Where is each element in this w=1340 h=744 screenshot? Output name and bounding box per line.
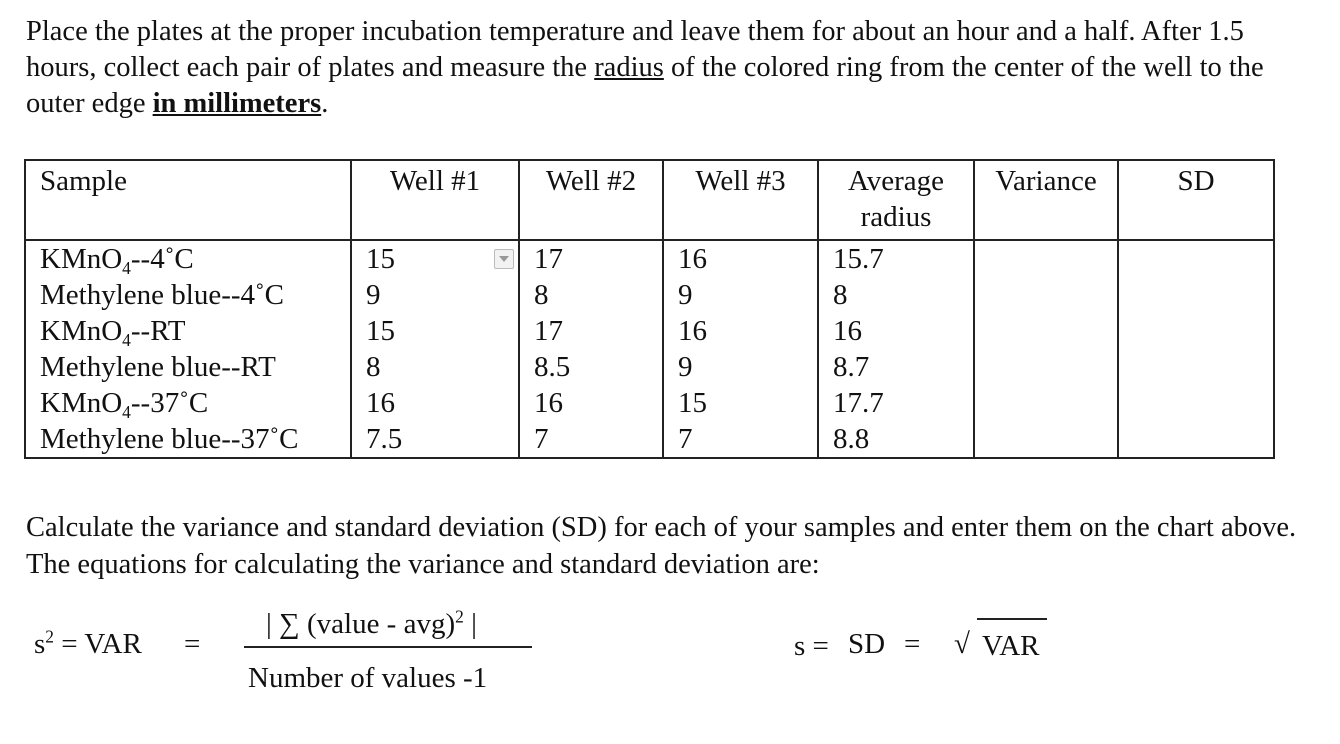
radius-table: Sample Well #1 Well #2 Well #3 Average ra… (24, 159, 1275, 459)
sample-name-cell: KMnO4--RT (24, 313, 352, 349)
avg-cell: 8.8 (817, 421, 975, 459)
avg-cell: 17.7 (817, 385, 975, 421)
header-well2: Well #2 (518, 159, 664, 241)
table-row: KMnO4--37˚C 16 16 15 17.7 (24, 385, 1275, 421)
variance-cell[interactable] (973, 421, 1119, 459)
instructions-paragraph: Calculate the variance and standard devi… (26, 512, 1297, 580)
sd-cell[interactable] (1117, 385, 1275, 421)
avg-cell: 8 (817, 277, 975, 313)
table-row: KMnO4--RT 15 17 16 16 (24, 313, 1275, 349)
sample-name-cell: Methylene blue--4˚C (24, 277, 352, 313)
sd-cell[interactable] (1117, 277, 1275, 313)
header-variance: Variance (973, 159, 1119, 241)
w3-cell: 7 (662, 421, 819, 459)
w2-cell: 7 (518, 421, 664, 459)
w1-cell: 9 (350, 277, 520, 313)
w3-cell: 15 (662, 385, 819, 421)
radius-word: radius (594, 52, 664, 83)
w3-cell: 16 (662, 313, 819, 349)
w1-cell: 15 (350, 313, 520, 349)
header-sd: SD (1117, 159, 1275, 241)
variance-numerator: | ∑ (value - avg)2 | (266, 606, 477, 640)
w3-cell: 9 (662, 349, 819, 385)
w1-cell: 16 (350, 385, 520, 421)
sample-name-cell: KMnO4--4˚C (24, 239, 352, 277)
header-sample: Sample (24, 159, 352, 241)
w2-cell: 16 (518, 385, 664, 421)
avg-cell: 15.7 (817, 239, 975, 277)
avg-cell: 8.7 (817, 349, 975, 385)
w1-cell: 7.5 (350, 421, 520, 459)
sd-label: SD (848, 628, 886, 660)
intro-text-1: Place the plates at the proper incubatio… (26, 16, 1244, 83)
header-well3: Well #3 (662, 159, 819, 241)
variance-equals: = (184, 628, 201, 660)
variance-cell[interactable] (973, 277, 1119, 313)
table-row: Methylene blue--4˚C 9 8 9 8 (24, 277, 1275, 313)
w2-cell: 8.5 (518, 349, 664, 385)
dropdown-arrow-icon[interactable] (494, 249, 514, 269)
w1-cell: 8 (350, 349, 520, 385)
header-row: Sample Well #1 Well #2 Well #3 Average ra… (24, 159, 1275, 241)
sd-cell[interactable] (1117, 313, 1275, 349)
header-average-radius: Average radius (817, 159, 975, 241)
units-emphasis: in millimeters (152, 88, 322, 119)
sd-cell[interactable] (1117, 239, 1275, 277)
variance-cell[interactable] (973, 349, 1119, 385)
fraction-bar (244, 646, 532, 648)
sd-equals: = (904, 628, 921, 660)
sd-radicand: VAR (982, 630, 1040, 662)
variance-cell[interactable] (973, 313, 1119, 349)
w2-cell: 17 (518, 313, 664, 349)
table-row: Methylene blue--37˚C 7.5 7 7 8.8 (24, 421, 1275, 459)
variance-denominator: Number of values -1 (248, 662, 488, 694)
w2-cell: 17 (518, 239, 664, 277)
header-well1: Well #1 (350, 159, 520, 241)
avg-cell: 16 (817, 313, 975, 349)
intro-paragraph: Place the plates at the proper incubatio… (26, 14, 1316, 122)
w3-cell: 16 (662, 239, 819, 277)
sample-name-cell: Methylene blue--RT (24, 349, 352, 385)
w2-cell: 8 (518, 277, 664, 313)
sample-name-cell: Methylene blue--37˚C (24, 421, 352, 459)
square-root-icon: √ (954, 628, 970, 660)
intro-text-2: of the colored ring from the center of t… (26, 52, 1264, 119)
w3-cell: 9 (662, 277, 819, 313)
sd-lhs: s = (794, 630, 829, 662)
w1-cell: 15 (350, 239, 520, 277)
sd-cell[interactable] (1117, 421, 1275, 459)
radical-bar (977, 618, 1047, 620)
sample-name-cell: KMnO4--37˚C (24, 385, 352, 421)
variance-lhs: s2 = VAR (34, 626, 142, 660)
table-row: KMnO4--4˚C 15 17 16 15.7 (24, 239, 1275, 277)
variance-cell[interactable] (973, 385, 1119, 421)
table-row: Methylene blue--RT 8 8.5 9 8.7 (24, 349, 1275, 385)
variance-cell[interactable] (973, 239, 1119, 277)
intro-text-3: . (321, 88, 329, 119)
sd-cell[interactable] (1117, 349, 1275, 385)
